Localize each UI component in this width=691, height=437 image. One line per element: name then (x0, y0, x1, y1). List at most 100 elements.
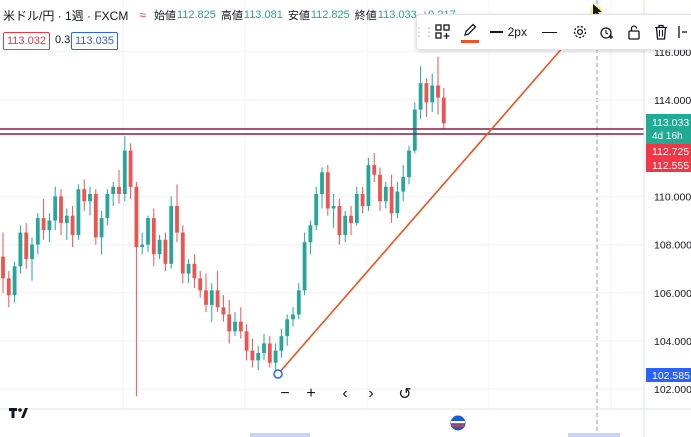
us-flag-icon[interactable] (450, 415, 466, 431)
candle-body (140, 244, 145, 248)
level-2-badge: 112.555 (646, 158, 691, 172)
candle-body (24, 232, 29, 260)
candle (308, 220, 313, 255)
candle (169, 196, 174, 269)
candle (320, 167, 324, 209)
candle (6, 271, 11, 308)
candle-body (378, 174, 382, 202)
zoom-out-button[interactable]: − (272, 382, 298, 406)
wave-icon[interactable]: ≈ (139, 8, 146, 22)
candle (349, 206, 353, 235)
candle-body (53, 196, 58, 221)
price-axis[interactable]: 116.000114.000110.000108.000106.000104.0… (654, 47, 691, 396)
lock-button[interactable] (620, 15, 647, 49)
chevron-left-icon: ‹ (342, 385, 348, 402)
candle (227, 300, 232, 344)
candle-body (18, 232, 23, 267)
candle-body (186, 263, 191, 274)
drag-handle[interactable]: ⋮⋮ (413, 25, 435, 39)
trend-line[interactable] (277, 37, 572, 375)
zoom-in-button[interactable]: + (298, 382, 324, 406)
candle (296, 283, 301, 320)
candle (64, 208, 69, 240)
high-label: 高値 (220, 10, 243, 22)
candle-body (372, 165, 377, 175)
time-axis-highlight-right (568, 433, 620, 437)
candle (134, 181, 139, 397)
candle-body (250, 350, 255, 361)
scroll-left-button[interactable]: ‹ (332, 382, 358, 406)
tradingview-logo[interactable] (9, 408, 28, 418)
candle (53, 186, 58, 231)
close-label: 終値 (354, 10, 377, 22)
settings-button[interactable] (566, 15, 593, 49)
candle-body (209, 290, 214, 305)
template-button[interactable] (429, 15, 456, 49)
candle-body (436, 85, 440, 98)
candle (430, 73, 435, 113)
candle-body (111, 186, 116, 194)
candle-body (320, 172, 324, 194)
price-tick-label: 106.000 (654, 288, 691, 300)
candle (360, 186, 365, 214)
candle (82, 179, 87, 211)
candle-body (366, 165, 371, 207)
alert-button[interactable] (593, 15, 620, 49)
delete-button[interactable] (648, 15, 675, 49)
candle-body (279, 336, 284, 351)
candle (163, 232, 168, 272)
more-icon (678, 26, 688, 38)
candle-body (267, 343, 272, 363)
candle (279, 328, 284, 358)
candle-body (1, 256, 5, 279)
candle (93, 189, 98, 245)
candle (59, 189, 63, 235)
price-tick-label: 114.000 (654, 95, 691, 107)
line-style-button[interactable] (533, 15, 566, 49)
candle (424, 78, 429, 117)
candle (128, 143, 133, 199)
symbol-label[interactable]: 米ドル/円 · 1週 · FXCM (3, 8, 129, 23)
candle-body (70, 215, 75, 235)
countdown: 4d 16h (652, 131, 683, 142)
candle-body (122, 150, 127, 194)
buy-price-box[interactable]: 113.035 (71, 32, 118, 50)
candle-body (337, 206, 342, 235)
line-color-button[interactable] (456, 15, 483, 49)
low-label: 安値 (287, 10, 310, 22)
candle (105, 189, 110, 226)
candle-body (204, 290, 208, 305)
candle (285, 314, 290, 346)
line-width-label: 2px (507, 25, 527, 39)
candles (1, 56, 446, 397)
trend-line-anchor[interactable] (273, 369, 283, 379)
unlock-icon (628, 25, 640, 40)
more-button[interactable] (675, 15, 691, 49)
candle-body (401, 177, 406, 192)
candle-body (233, 321, 237, 332)
candle-body (291, 314, 295, 320)
price-tick-label: 102.000 (654, 384, 691, 396)
line-width-button[interactable]: 2px (483, 15, 533, 49)
candle-body (389, 186, 394, 214)
candle-body (151, 218, 156, 255)
reset-button[interactable]: ↺ (392, 382, 418, 406)
candle (256, 345, 261, 370)
candle (117, 169, 121, 204)
time-axis-highlight (250, 433, 310, 437)
price-tick-label: 108.000 (654, 240, 691, 252)
current-price: 113.033 (652, 117, 689, 129)
scroll-right-button[interactable]: › (358, 382, 384, 406)
reset-icon: ↺ (398, 386, 412, 403)
candle-body (424, 83, 429, 103)
candle (47, 213, 52, 243)
candle (250, 338, 255, 368)
candle-body (349, 215, 353, 223)
low-marker: 102.585 (652, 370, 690, 382)
candle (354, 186, 359, 226)
sell-price-box[interactable]: 113.032 (3, 32, 50, 50)
candle (314, 186, 319, 231)
candle-body (314, 193, 319, 226)
